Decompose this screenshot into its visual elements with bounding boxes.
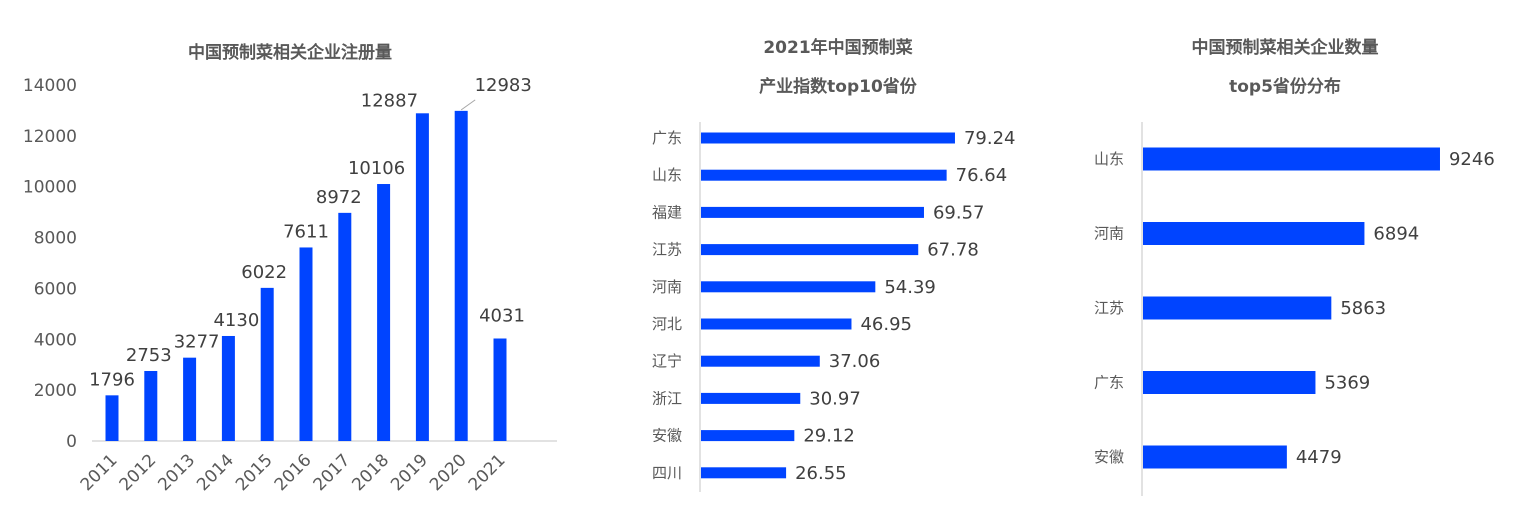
- data-label: 12983: [475, 75, 532, 96]
- bar: [105, 395, 119, 441]
- bar: [260, 287, 274, 441]
- data-label: 4130: [213, 310, 259, 331]
- bar: [1143, 371, 1316, 394]
- bar: [1143, 222, 1365, 245]
- bar: [299, 247, 313, 441]
- y-tick-label: 10000: [23, 178, 77, 198]
- bar: [1143, 296, 1332, 320]
- bar: [338, 212, 352, 441]
- data-label: 4479: [1296, 447, 1342, 468]
- data-label: 67.78: [927, 240, 979, 261]
- bar: [701, 206, 924, 218]
- y-tick-label: 4000: [34, 330, 77, 350]
- y-tick-label: 6000: [34, 279, 77, 299]
- data-label: 69.57: [933, 202, 985, 223]
- bar: [183, 357, 197, 441]
- chart3-title-line1: 中国预制菜相关企业数量: [1192, 37, 1379, 58]
- data-label: 12887: [361, 90, 418, 111]
- bar: [1143, 445, 1287, 469]
- data-label: 6894: [1373, 224, 1419, 245]
- category-label: 安徽: [652, 427, 682, 445]
- data-label: 54.39: [884, 277, 936, 298]
- data-label: 3277: [174, 332, 220, 353]
- data-label: 46.95: [860, 314, 912, 335]
- data-label: 8972: [316, 187, 362, 208]
- bar: [144, 370, 158, 441]
- y-tick-label: 8000: [34, 229, 77, 249]
- x-tick-label: 2015: [232, 450, 277, 495]
- x-tick-label: 2018: [348, 450, 393, 495]
- x-tick-label: 2019: [387, 450, 432, 495]
- chart2-title-line1: 2021年中国预制菜: [763, 37, 913, 58]
- data-label: 79.24: [964, 128, 1016, 149]
- category-label: 河北: [652, 315, 682, 333]
- bar: [701, 355, 820, 367]
- x-tick-label: 2016: [271, 450, 316, 495]
- x-tick-label: 2020: [426, 450, 471, 495]
- bar: [701, 392, 801, 404]
- category-label: 浙江: [652, 389, 682, 407]
- bar: [415, 113, 429, 441]
- data-label: 37.06: [829, 351, 881, 372]
- data-label: 29.12: [803, 426, 855, 447]
- chart1: 0 2000 4000 6000 8000 10000 12000 14000 1796 2011…: [23, 75, 557, 495]
- data-label: 9246: [1449, 149, 1495, 170]
- data-label: 5369: [1324, 373, 1370, 394]
- y-tick-label: 2000: [34, 381, 77, 401]
- chart2: 79.24 广东 76.64 山东 69.57 福建 67.78 江苏 54.39 河南 46.95…: [652, 122, 1016, 492]
- data-label: 2753: [126, 345, 172, 366]
- data-label: 10106: [348, 158, 405, 179]
- data-label: 4031: [479, 305, 525, 326]
- data-label: 5863: [1340, 298, 1386, 319]
- x-tick-label: 2012: [116, 450, 161, 495]
- category-label: 河南: [652, 278, 682, 296]
- y-tick-label: 14000: [23, 76, 77, 96]
- category-label: 福建: [652, 203, 682, 221]
- bar: [701, 132, 955, 144]
- data-label: 1796: [89, 369, 135, 390]
- bar: [221, 335, 235, 441]
- bar: [701, 169, 947, 181]
- bar: [701, 430, 795, 442]
- category-label: 辽宁: [652, 352, 682, 370]
- bar: [701, 244, 919, 256]
- data-label: 76.64: [956, 165, 1008, 186]
- x-tick-label: 2013: [154, 450, 199, 495]
- y-tick-label: 12000: [23, 127, 77, 147]
- category-label: 广东: [1094, 374, 1124, 392]
- category-label: 山东: [1094, 150, 1124, 168]
- x-tick-label: 2014: [193, 450, 238, 495]
- category-label: 安徽: [1094, 448, 1124, 466]
- category-label: 山东: [652, 166, 682, 184]
- data-label: 7611: [283, 221, 329, 242]
- category-label: 广东: [652, 129, 682, 147]
- category-label: 江苏: [1094, 299, 1124, 317]
- data-label: 6022: [241, 262, 287, 283]
- bar: [701, 467, 787, 479]
- category-label: 江苏: [652, 241, 682, 259]
- y-tick-label: 0: [66, 432, 77, 452]
- leader-line: [460, 99, 476, 111]
- bar: [454, 110, 468, 442]
- category-label: 河南: [1094, 225, 1124, 243]
- category-label: 四川: [652, 464, 682, 482]
- data-label: 30.97: [809, 388, 861, 409]
- x-tick-label: 2011: [77, 450, 122, 495]
- chart3: 9246 山东 6894 河南 5863 江苏 5369 广东 4479 安徽: [1094, 122, 1495, 496]
- chart3-title-line2: top5省份分布: [1229, 76, 1341, 97]
- chart2-title-line2: 产业指数top10省份: [759, 76, 918, 97]
- bar: [1143, 147, 1440, 171]
- chart1-title: 中国预制菜相关企业注册量: [188, 42, 392, 63]
- bar: [377, 184, 391, 441]
- x-tick-label: 2021: [465, 450, 510, 495]
- data-label: 26.55: [795, 463, 847, 484]
- x-tick-label: 2017: [310, 450, 355, 495]
- bar: [493, 338, 507, 441]
- bar: [701, 318, 852, 330]
- bar: [701, 281, 876, 293]
